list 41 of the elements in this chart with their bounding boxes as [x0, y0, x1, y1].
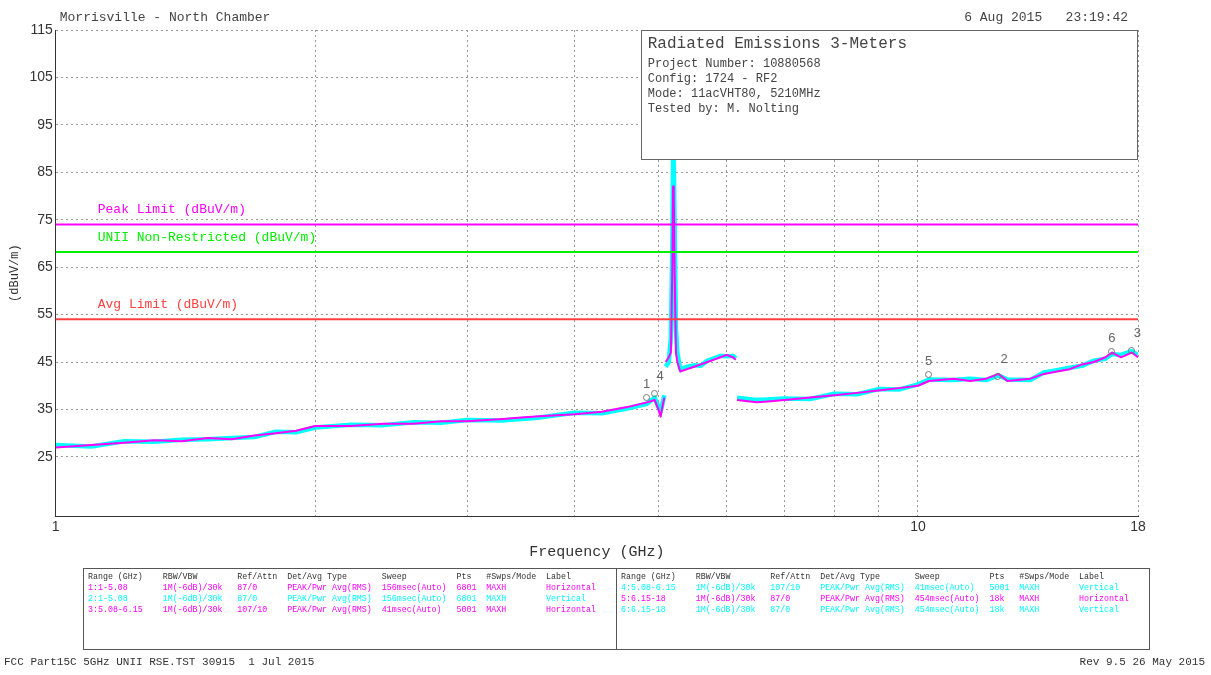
y-tick-label: 45 [37, 352, 53, 369]
annotation: Project Number: 10880568 [647, 57, 822, 72]
y-tick-label: 105 [29, 68, 53, 85]
chart-title: Radiated Emissions 3-Meters [647, 35, 908, 53]
text: 4:5.08-6.15 1M(-6dB)/30k 107/10 PEAK/Pwr Avg(RMS) 41msec(Auto) 5001 MAXH Vertical [621, 582, 1120, 593]
ref-line-label: Peak Limit (dBuV/m) [97, 202, 246, 218]
annotation: 6 [1108, 330, 1116, 346]
text: 2:1-5.08 1M(-6dB)/30k 87/0 PEAK/Pwr Avg(RMS) 156msec(Auto) 6801 MAXH Vertical [88, 593, 587, 604]
x-tick-label: 10 [910, 518, 926, 535]
x-tick-label: 18 [1130, 518, 1146, 535]
text: Rev 9.5 26 May 2015 [1079, 656, 1205, 668]
y-tick-label: 85 [37, 163, 53, 180]
y-tick-label: 55 [37, 305, 53, 322]
text: 5:6.15-18 1M(-6dB)/30k 87/0 PEAK/Pwr Avg(RMS) 454msec(Auto) 18k MAXH Horizontal [621, 593, 1130, 604]
ref-line-label: Avg Limit (dBuV/m) [97, 297, 239, 313]
annotation: 2 [1000, 351, 1008, 366]
y-tick-label: 25 [37, 447, 53, 464]
annotation: Mode: 11acVHT80, 5210MHz [647, 87, 822, 102]
x-axis-title: Frequency (GHz) [529, 543, 665, 561]
annotation: Tested by: M. Nolting [647, 102, 800, 117]
y-tick-label: 35 [37, 400, 53, 417]
y-tick-label: 75 [37, 210, 53, 227]
text: 6:6.15-18 1M(-6dB)/30k 87/0 PEAK/Pwr Avg(RMS) 454msec(Auto) 18k MAXH Vertical [621, 604, 1120, 615]
annotation: 3 [1133, 324, 1141, 340]
y-tick-label: 95 [37, 115, 53, 132]
text: 1:1-5.08 1M(-6dB)/30k 87/0 PEAK/Pwr Avg(RMS) 156msec(Auto) 6801 MAXH Horizontal [88, 582, 597, 593]
y-tick-label: 115 [30, 20, 53, 37]
text: 6 Aug 2015 23:19:42 [964, 10, 1128, 25]
x-tick-label: 1 [51, 518, 60, 535]
annotation: 4 [656, 367, 664, 383]
text: 3:5.08-6.15 1M(-6dB)/30k 107/10 PEAK/Pwr Avg(RMS) 41msec(Auto) 5001 MAXH Horizontal [88, 604, 597, 615]
ref-line-label: UNII Non-Restricted (dBuV/m) [97, 229, 317, 245]
text: Morrisville - North Chamber [59, 10, 271, 25]
annotation: 5 [924, 352, 933, 368]
text: Range (GHz) RBW/VBW Ref/Attn Det/Avg Type Sweep Pts #Swps/Mode Label [88, 571, 572, 582]
y-axis-title: (dBuV/m) [8, 244, 23, 302]
text: FCC Part15C 5GHz UNII RSE.TST 30915 1 Jul 2015 [4, 656, 315, 668]
text: Range (GHz) RBW/VBW Ref/Attn Det/Avg Type Sweep Pts #Swps/Mode Label [621, 572, 1104, 581]
annotation: 1 [642, 376, 651, 392]
annotation: Config: 1724 - RF2 [647, 72, 779, 87]
y-tick-label: 65 [37, 258, 53, 275]
